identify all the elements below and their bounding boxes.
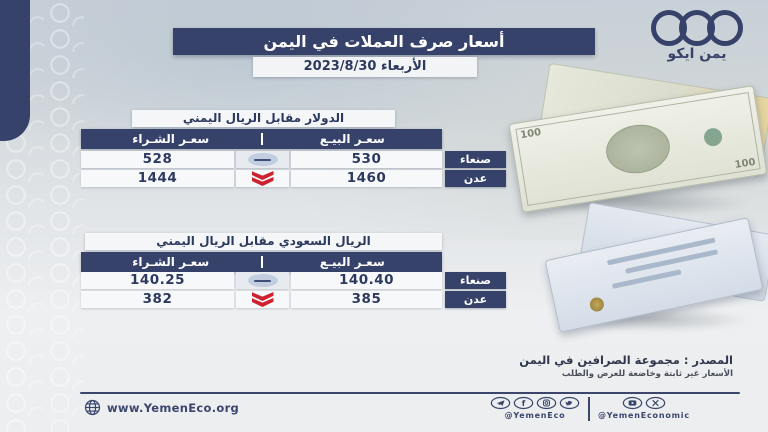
usd-sanaa-row: 528 530 صنعاء: [81, 151, 506, 168]
usd-aden-row: 1444 1460 عدن: [81, 170, 506, 187]
flat-trend-icon: [247, 153, 278, 166]
disclaimer-line: الأسعار غير ثابتة وخاضعة للعرض والطلب: [561, 369, 733, 379]
website-url: www.YemenEco.org: [107, 400, 240, 415]
banknote-emblem: [588, 296, 606, 313]
page-title: أسعار صرف العملات في اليمن: [173, 28, 595, 55]
down-trend-icon: [252, 171, 274, 186]
sell-price-value: 1460: [291, 170, 442, 187]
date-label: الأربعاء 2023/8/30: [253, 57, 477, 77]
sell-price-header: سعـر البيـع: [319, 132, 385, 146]
youtube-icon: [622, 396, 643, 410]
trend-cell: [236, 151, 289, 168]
globe-icon: [84, 399, 101, 416]
sar-table-title: الريال السعودي مقابل الريال اليمني: [85, 233, 442, 250]
social-icons-row: [622, 396, 666, 410]
svg-text:f: f: [522, 399, 526, 408]
buy-price-value: 382: [81, 291, 234, 308]
twitter-icon: [559, 396, 580, 410]
telegram-icon: [490, 396, 511, 410]
yemen-eco-logo: يمن ايكو: [636, 10, 758, 62]
buy-price-header: سعـر الشـراء: [132, 132, 210, 146]
city-label-aden: عدن: [445, 291, 506, 308]
buy-price-value: 528: [81, 151, 234, 168]
sar-sanaa-row: 140.25 140.40 صنعاء: [81, 272, 506, 289]
logo-wordmark: يمن ايكو: [667, 46, 727, 62]
social-group-yemeneconomic[interactable]: @YemenEconomic: [598, 396, 690, 420]
trend-cell: [236, 291, 289, 308]
social-divider: [588, 397, 590, 421]
header-divider: [260, 133, 263, 145]
banknote-detail: [611, 269, 682, 289]
flat-trend-icon: [247, 274, 278, 287]
social-handle: @YemenEco: [504, 411, 566, 420]
footer-divider: [80, 392, 740, 394]
usd-table-title: الدولار مقابل الريال اليمني: [132, 110, 395, 127]
buy-price-value: 140.25: [81, 272, 234, 289]
social-links: f @YemenEco: [490, 396, 690, 421]
corner-accent-shape: [0, 0, 30, 141]
sell-price-header: سعـر البيـع: [319, 255, 385, 269]
sell-price-value: 385: [291, 291, 442, 308]
dollar-banknotes-image: 100 100: [508, 62, 768, 222]
buy-price-header: سعـر الشـراء: [132, 255, 210, 269]
city-label-aden: عدن: [445, 170, 506, 187]
sell-price-value: 140.40: [291, 272, 442, 289]
social-handle: @YemenEconomic: [598, 411, 690, 420]
trend-cell: [236, 272, 289, 289]
down-trend-icon: [252, 292, 274, 307]
saudi-riyal-banknotes-image: [544, 202, 768, 336]
sar-aden-row: 382 385 عدن: [81, 291, 506, 308]
logo-rings-icon: [636, 10, 758, 46]
sar-table-header: سعـر البيـع سعـر الشـراء: [81, 252, 442, 272]
source-line: المصدر : مجموعة الصرافين في اليمن: [519, 353, 733, 367]
logo-ring-icon: [707, 10, 743, 46]
social-group-yemeneco[interactable]: f @YemenEco: [490, 396, 580, 420]
instagram-icon: [536, 396, 557, 410]
facebook-icon: f: [513, 396, 534, 410]
sell-price-value: 530: [291, 151, 442, 168]
city-label-sanaa: صنعاء: [445, 272, 506, 289]
x-icon: [645, 396, 666, 410]
city-label-sanaa: صنعاء: [445, 151, 506, 168]
buy-price-value: 1444: [81, 170, 234, 187]
usd-table-header: سعـر البيـع سعـر الشـراء: [81, 129, 442, 149]
social-icons-row: f: [490, 396, 580, 410]
trend-cell: [236, 170, 289, 187]
website-link[interactable]: www.YemenEco.org: [84, 399, 239, 416]
header-divider: [260, 256, 263, 268]
